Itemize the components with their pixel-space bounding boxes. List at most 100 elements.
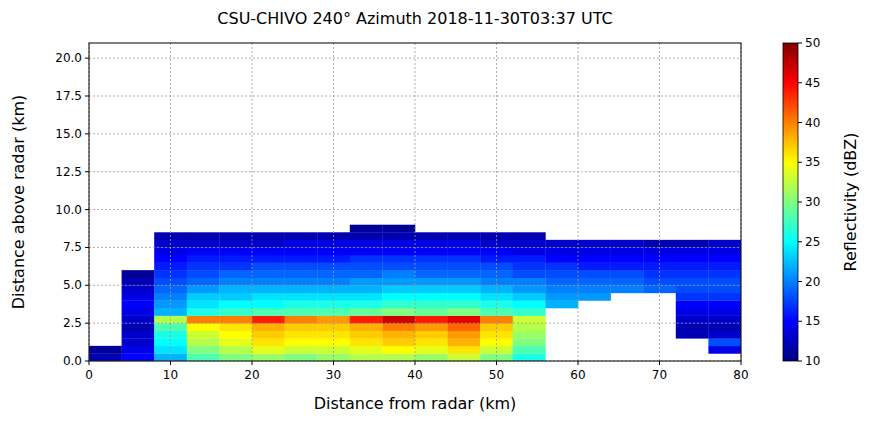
cell <box>708 316 741 324</box>
title: CSU-CHIVO 240° Azimuth 2018-11-30T03:37 … <box>217 9 612 28</box>
cell <box>187 255 220 263</box>
grid-line <box>170 43 171 361</box>
x-tick <box>741 361 742 365</box>
cell <box>219 308 252 316</box>
cell <box>285 323 318 331</box>
cell <box>578 247 611 255</box>
cell <box>415 270 448 278</box>
cell <box>382 263 415 271</box>
cell <box>545 240 578 248</box>
cell <box>350 331 383 339</box>
cell <box>382 300 415 308</box>
cell <box>513 263 546 271</box>
cell <box>122 278 155 286</box>
cell <box>252 270 285 278</box>
cell <box>513 232 546 240</box>
cell <box>350 323 383 331</box>
cell <box>252 232 285 240</box>
cell <box>513 353 546 361</box>
cell <box>415 353 448 361</box>
x-tick <box>415 361 416 365</box>
cell <box>513 240 546 248</box>
cell <box>187 323 220 331</box>
cell <box>122 308 155 316</box>
cell <box>578 293 611 301</box>
cell <box>350 240 383 248</box>
cell <box>708 247 741 255</box>
cell <box>187 240 220 248</box>
cell <box>448 247 481 255</box>
cell <box>122 316 155 324</box>
cell <box>448 255 481 263</box>
cell <box>187 316 220 324</box>
cell <box>285 316 318 324</box>
cell <box>448 300 481 308</box>
cell <box>545 300 578 308</box>
cell <box>252 316 285 324</box>
cell <box>513 300 546 308</box>
cell <box>89 353 122 361</box>
cell <box>545 285 578 293</box>
cell <box>122 353 155 361</box>
cell <box>415 323 448 331</box>
colorbar-tick-label: 15 <box>805 314 820 328</box>
cell <box>708 255 741 263</box>
cell <box>350 225 383 233</box>
cell <box>285 293 318 301</box>
cell <box>350 300 383 308</box>
cell <box>285 232 318 240</box>
cell <box>676 255 709 263</box>
x-tick <box>252 361 253 365</box>
cell <box>513 323 546 331</box>
cell <box>382 232 415 240</box>
cell <box>219 300 252 308</box>
cell <box>676 316 709 324</box>
cell <box>122 323 155 331</box>
cell <box>122 300 155 308</box>
cell <box>350 255 383 263</box>
cell <box>448 338 481 346</box>
cell <box>219 285 252 293</box>
cell <box>513 270 546 278</box>
cell <box>513 278 546 286</box>
colorbar-tick <box>798 281 802 282</box>
cell <box>219 338 252 346</box>
cell <box>708 331 741 339</box>
cell <box>545 278 578 286</box>
cell <box>448 270 481 278</box>
x-tick-label: 0 <box>85 368 93 382</box>
cell <box>187 232 220 240</box>
cell <box>187 270 220 278</box>
cell <box>382 285 415 293</box>
cell <box>676 323 709 331</box>
cell <box>448 240 481 248</box>
grid-line <box>333 43 334 361</box>
y-tick <box>85 209 89 210</box>
x-tick-label: 80 <box>733 368 748 382</box>
x-tick <box>333 361 334 365</box>
colorbar-tick <box>798 202 802 203</box>
cell <box>382 270 415 278</box>
cell <box>611 263 644 271</box>
cell <box>676 247 709 255</box>
cell <box>676 331 709 339</box>
colorbar-tick <box>798 122 802 123</box>
grid-line <box>89 58 741 59</box>
y-tick-label: 5.0 <box>63 278 82 292</box>
cell <box>611 240 644 248</box>
cell <box>513 308 546 316</box>
grid-line <box>89 96 741 97</box>
cell <box>545 263 578 271</box>
cell <box>350 293 383 301</box>
cell <box>708 346 741 354</box>
cell <box>219 278 252 286</box>
cell <box>382 323 415 331</box>
cell <box>578 263 611 271</box>
cell <box>708 263 741 271</box>
x-tick-label: 30 <box>326 368 341 382</box>
y-tick <box>85 285 89 286</box>
colorbar-tick <box>798 321 802 322</box>
cell <box>676 300 709 308</box>
colorbar-tick-label: 35 <box>805 155 820 169</box>
cell <box>350 308 383 316</box>
